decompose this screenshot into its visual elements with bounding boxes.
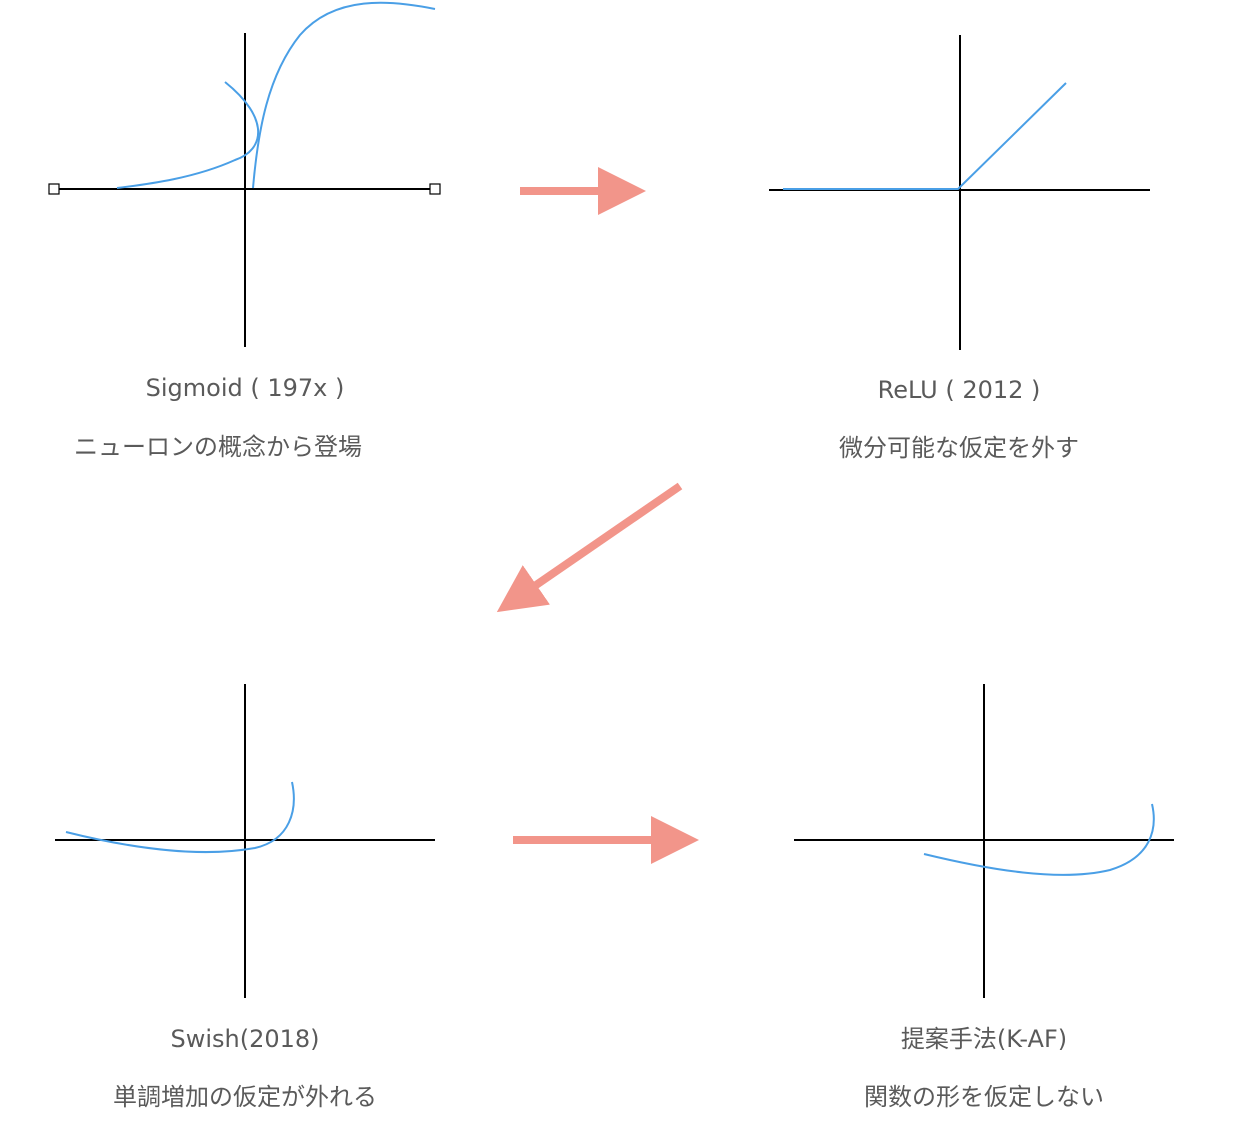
relu-curve	[783, 82, 1067, 190]
swish-title: Swish(2018)	[170, 1025, 320, 1053]
relu-plot	[769, 35, 1150, 350]
kaf-plot	[794, 684, 1174, 998]
sigmoid-title: Sigmoid ( 197x )	[145, 374, 345, 402]
swish-caption: 単調増加の仮定が外れる	[113, 1083, 377, 1111]
sigmoid-curve	[116, 81, 260, 189]
kaf-caption: 関数の形を仮定しない	[864, 1083, 1104, 1111]
swish-plot	[55, 684, 435, 998]
sigmoid-curve-upper	[252, 1, 436, 189]
kaf-curve	[923, 803, 1155, 876]
relu-caption: 微分可能な仮定を外す	[839, 434, 1079, 462]
arrow-relu-to-swish	[496, 482, 683, 613]
sigmoid-axis-right-handle	[429, 183, 441, 195]
kaf-title: 提案手法(K-AF)	[900, 1025, 1068, 1053]
swish-curve	[65, 781, 295, 853]
sigmoid-axis-left-handle	[48, 183, 60, 195]
sigmoid-plot	[48, 1, 441, 347]
sigmoid-caption: ニューロンの概念から登場	[74, 433, 362, 461]
relu-title: ReLU ( 2012 )	[877, 376, 1041, 404]
